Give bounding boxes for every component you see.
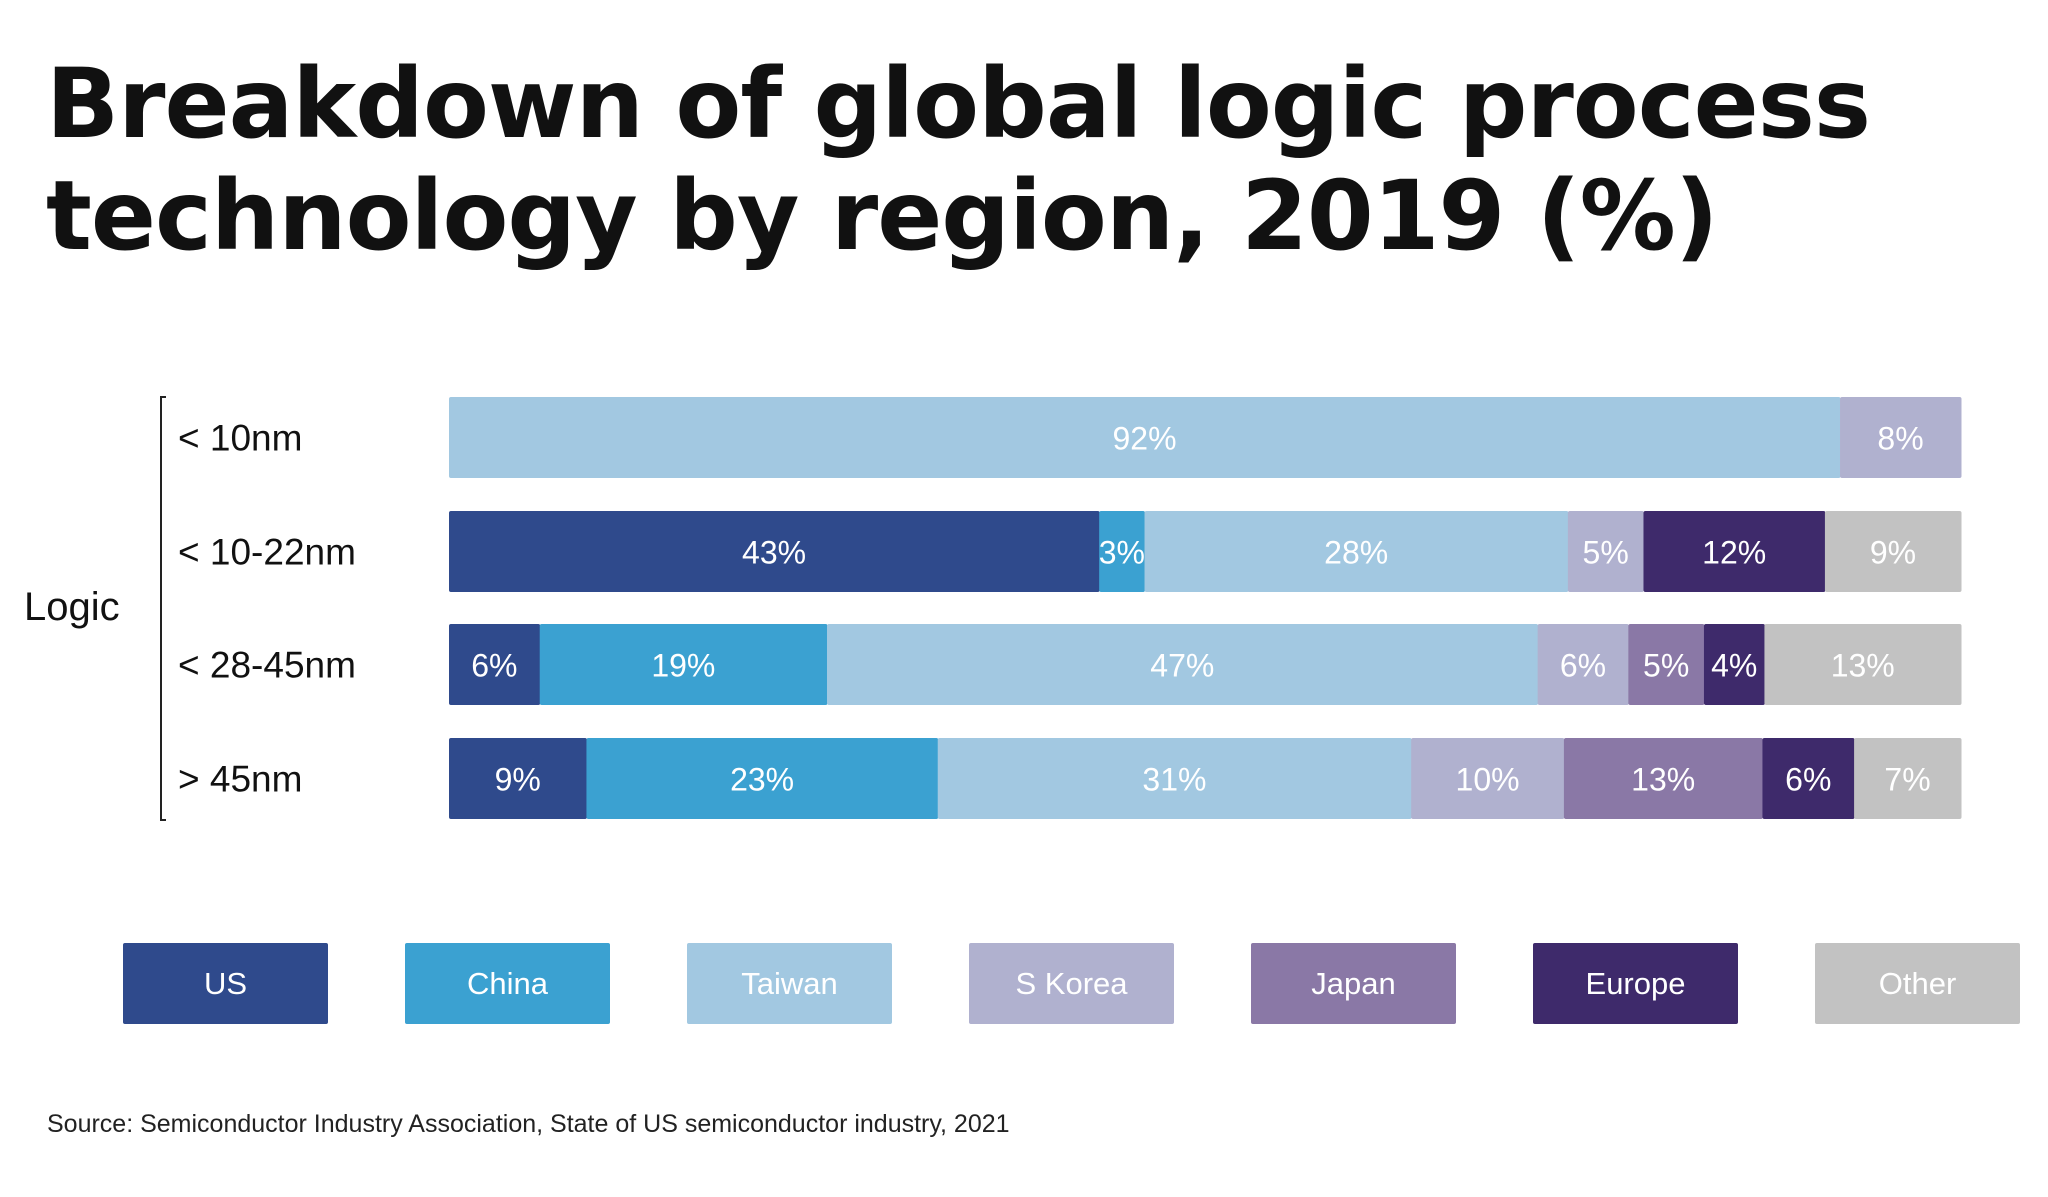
bar-segment-other — [1764, 624, 1962, 705]
data-label: 5% — [1583, 535, 1629, 571]
bar-segment-europe — [1762, 738, 1855, 819]
data-label: 3% — [1099, 535, 1145, 571]
bar-segment-us — [449, 738, 587, 819]
bar-segment-us — [449, 511, 1100, 592]
bar-segment-other — [1824, 511, 1962, 592]
data-label: 10% — [1456, 762, 1520, 798]
bar-segment-china — [1099, 511, 1146, 592]
bar-segment-taiwan — [937, 738, 1412, 819]
data-label: 9% — [1870, 535, 1916, 571]
data-label: 31% — [1142, 762, 1206, 798]
data-label: 47% — [1150, 648, 1214, 684]
chart-title: Breakdown of global logic process techno… — [46, 48, 1871, 272]
category-label: < 10-22nm — [178, 532, 356, 573]
data-label: 7% — [1884, 762, 1930, 798]
bar-segment-s-korea — [1537, 624, 1629, 705]
bar-segment-taiwan — [1144, 511, 1569, 592]
data-label: 9% — [495, 762, 541, 798]
data-label: 13% — [1631, 762, 1695, 798]
group-bracket — [160, 396, 166, 821]
legend-item-taiwan: Taiwan — [687, 943, 892, 1024]
bar-segment-other — [1854, 738, 1962, 819]
legend-item-europe: Europe — [1533, 943, 1738, 1024]
category-label: < 10nm — [178, 418, 302, 459]
bar-segment-us — [449, 624, 541, 705]
data-label: 6% — [1560, 648, 1606, 684]
data-label: 5% — [1643, 648, 1689, 684]
category-label: > 45nm — [178, 759, 302, 800]
data-label: 6% — [471, 648, 517, 684]
bar-segment-china — [586, 738, 939, 819]
legend-item-us: US — [123, 943, 328, 1024]
data-label: 13% — [1831, 648, 1895, 684]
data-label: 6% — [1785, 762, 1831, 798]
data-label: 12% — [1702, 535, 1766, 571]
bar-segment-europe — [1703, 624, 1765, 705]
data-label: 23% — [730, 762, 794, 798]
data-label: 28% — [1324, 535, 1388, 571]
bar-segment-europe — [1643, 511, 1826, 592]
bar-segment-japan — [1563, 738, 1763, 819]
data-label: 43% — [742, 535, 806, 571]
legend-item-china: China — [405, 943, 610, 1024]
data-label: 92% — [1112, 421, 1176, 457]
bar-segment-china — [539, 624, 828, 705]
bar-segment-s-korea — [1567, 511, 1644, 592]
data-label: 8% — [1877, 421, 1923, 457]
bar-segment-taiwan — [449, 397, 1841, 478]
legend-item-s-korea: S Korea — [969, 943, 1174, 1024]
legend-item-japan: Japan — [1251, 943, 1456, 1024]
data-label: 4% — [1711, 648, 1757, 684]
bar-segment-taiwan — [827, 624, 1539, 705]
data-label: 19% — [651, 648, 715, 684]
legend-item-other: Other — [1815, 943, 2020, 1024]
bar-segment-s-korea — [1411, 738, 1565, 819]
group-label: Logic — [24, 585, 120, 629]
category-label: < 28-45nm — [178, 645, 356, 686]
bar-segment-s-korea — [1840, 397, 1962, 478]
bar-segment-japan — [1628, 624, 1705, 705]
source-note: Source: Semiconductor Industry Associati… — [47, 1110, 1010, 1138]
